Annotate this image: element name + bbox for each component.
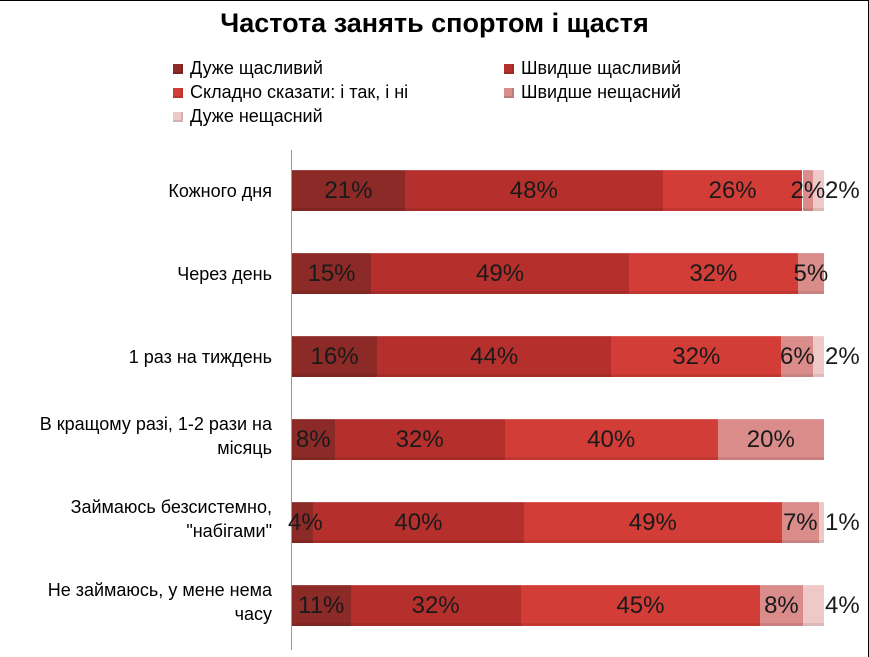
bar-segment — [292, 419, 335, 460]
data-label: 21% — [324, 177, 373, 204]
legend-item: Дуже щасливий — [173, 58, 323, 79]
data-label: 20% — [746, 426, 795, 453]
bar-segment — [611, 336, 782, 377]
data-label: 7% — [782, 509, 818, 536]
legend-label: Складно сказати: і так, і ні — [190, 82, 409, 102]
data-label: 48% — [509, 177, 558, 204]
chart-title: Частота занять спортом і щастя — [220, 8, 649, 38]
category-label-line: 1 раз на тиждень — [128, 346, 272, 367]
legend-item: Швидше щасливий — [504, 58, 681, 79]
data-label: 32% — [689, 260, 738, 287]
bar-segment — [760, 585, 803, 626]
data-label: 5% — [793, 260, 829, 287]
bar-segment — [662, 170, 803, 211]
data-label: 49% — [628, 509, 677, 536]
data-label: 2% — [825, 177, 860, 204]
bar-segment — [802, 170, 814, 211]
bar-segment — [818, 502, 824, 543]
bar-segment — [781, 502, 819, 543]
data-label: 15% — [307, 260, 356, 287]
bar-segment — [504, 419, 718, 460]
bar-segment — [813, 170, 824, 211]
frame-top-border — [0, 0, 869, 1]
bar-row: 8% 32% 40% 20% — [292, 419, 824, 460]
data-label: 32% — [395, 426, 444, 453]
bar-segment — [292, 502, 314, 543]
bar-segment — [292, 585, 351, 626]
bar-segment — [313, 502, 524, 543]
data-label: 6% — [780, 343, 815, 370]
category-label: Через день — [0, 262, 272, 286]
bar-segment — [802, 585, 824, 626]
bar-row: 11% 32% 45% 8% 4% — [292, 585, 860, 626]
category-label-line: Кожного дня — [168, 180, 272, 201]
bar-segment — [292, 253, 371, 294]
category-axis-line — [291, 150, 292, 650]
data-label: 32% — [672, 343, 721, 370]
bar-segment — [404, 170, 663, 211]
data-label: 32% — [411, 592, 460, 619]
bar-segment — [292, 336, 378, 377]
legend-swatch — [504, 87, 514, 98]
data-label: 45% — [616, 592, 665, 619]
data-label: 4% — [288, 509, 323, 536]
data-label: 1% — [825, 509, 860, 536]
data-label: 16% — [310, 343, 359, 370]
bar-segment — [797, 253, 824, 294]
bar-segment — [523, 502, 782, 543]
bar-row: 21% 48% 26% 2% 2% — [292, 170, 860, 211]
legend-swatch — [173, 87, 183, 98]
legend-swatch — [504, 63, 514, 74]
category-label-line: місяць — [217, 437, 272, 458]
bar-segment — [377, 336, 612, 377]
data-label: 40% — [587, 426, 636, 453]
legend-label: Дуже нещасний — [190, 106, 323, 126]
data-label: 40% — [394, 509, 443, 536]
bar-segment — [350, 585, 521, 626]
category-label: 1 раз на тиждень — [0, 345, 272, 369]
legend-item: Дуже нещасний — [173, 106, 323, 127]
data-label: 4% — [825, 592, 860, 619]
category-label: Не займаюсь, у мене нема часу — [0, 578, 272, 626]
legend-label: Швидше щасливий — [521, 58, 682, 78]
data-label: 8% — [295, 426, 331, 453]
legend-swatch — [173, 111, 183, 122]
category-label-line: Займаюсь безсистемно, — [70, 496, 272, 517]
bar-segment — [629, 253, 798, 294]
data-label: 44% — [470, 343, 519, 370]
bar-segment — [371, 253, 630, 294]
bar-row: 16% 44% 32% 6% 2% — [292, 336, 860, 377]
category-label-line: Не займаюсь, у мене нема — [47, 579, 272, 600]
bar-segment — [334, 419, 505, 460]
category-label: Кожного дня — [0, 179, 272, 203]
category-label: В кращому разі, 1-2 рази на місяць — [0, 412, 272, 460]
data-label: 26% — [708, 177, 757, 204]
bar-row: 4% 40% 49% 7% 1% — [288, 502, 860, 543]
category-label-line: В кращому разі, 1-2 рази на — [39, 413, 272, 434]
legend-swatch — [173, 63, 183, 74]
data-label: 8% — [764, 592, 799, 619]
data-label: 2% — [790, 177, 826, 204]
legend-label: Дуже щасливий — [190, 58, 323, 78]
category-label-line: Через день — [177, 263, 272, 284]
category-label: Займаюсь безсистемно, "набігами" — [0, 495, 272, 543]
data-label: 2% — [825, 343, 860, 370]
bar-segment — [813, 336, 824, 377]
legend-item: Швидше нещасний — [504, 82, 681, 103]
bar-segment — [781, 336, 814, 377]
legend-item: Складно сказати: і так, і ні — [173, 82, 408, 103]
category-label-line: "набігами" — [186, 520, 272, 541]
bar-row: 15% 49% 32% 5% — [292, 253, 828, 294]
bar-segment — [717, 419, 824, 460]
bar-segment — [292, 170, 405, 211]
legend-label: Швидше нещасний — [521, 82, 681, 102]
category-label-line: часу — [234, 603, 272, 624]
bar-segment — [520, 585, 761, 626]
data-label: 49% — [476, 260, 525, 287]
chart-legend: Дуже щасливий Швидше щасливий Складно сказ… — [173, 58, 733, 130]
data-label: 11% — [298, 592, 345, 619]
